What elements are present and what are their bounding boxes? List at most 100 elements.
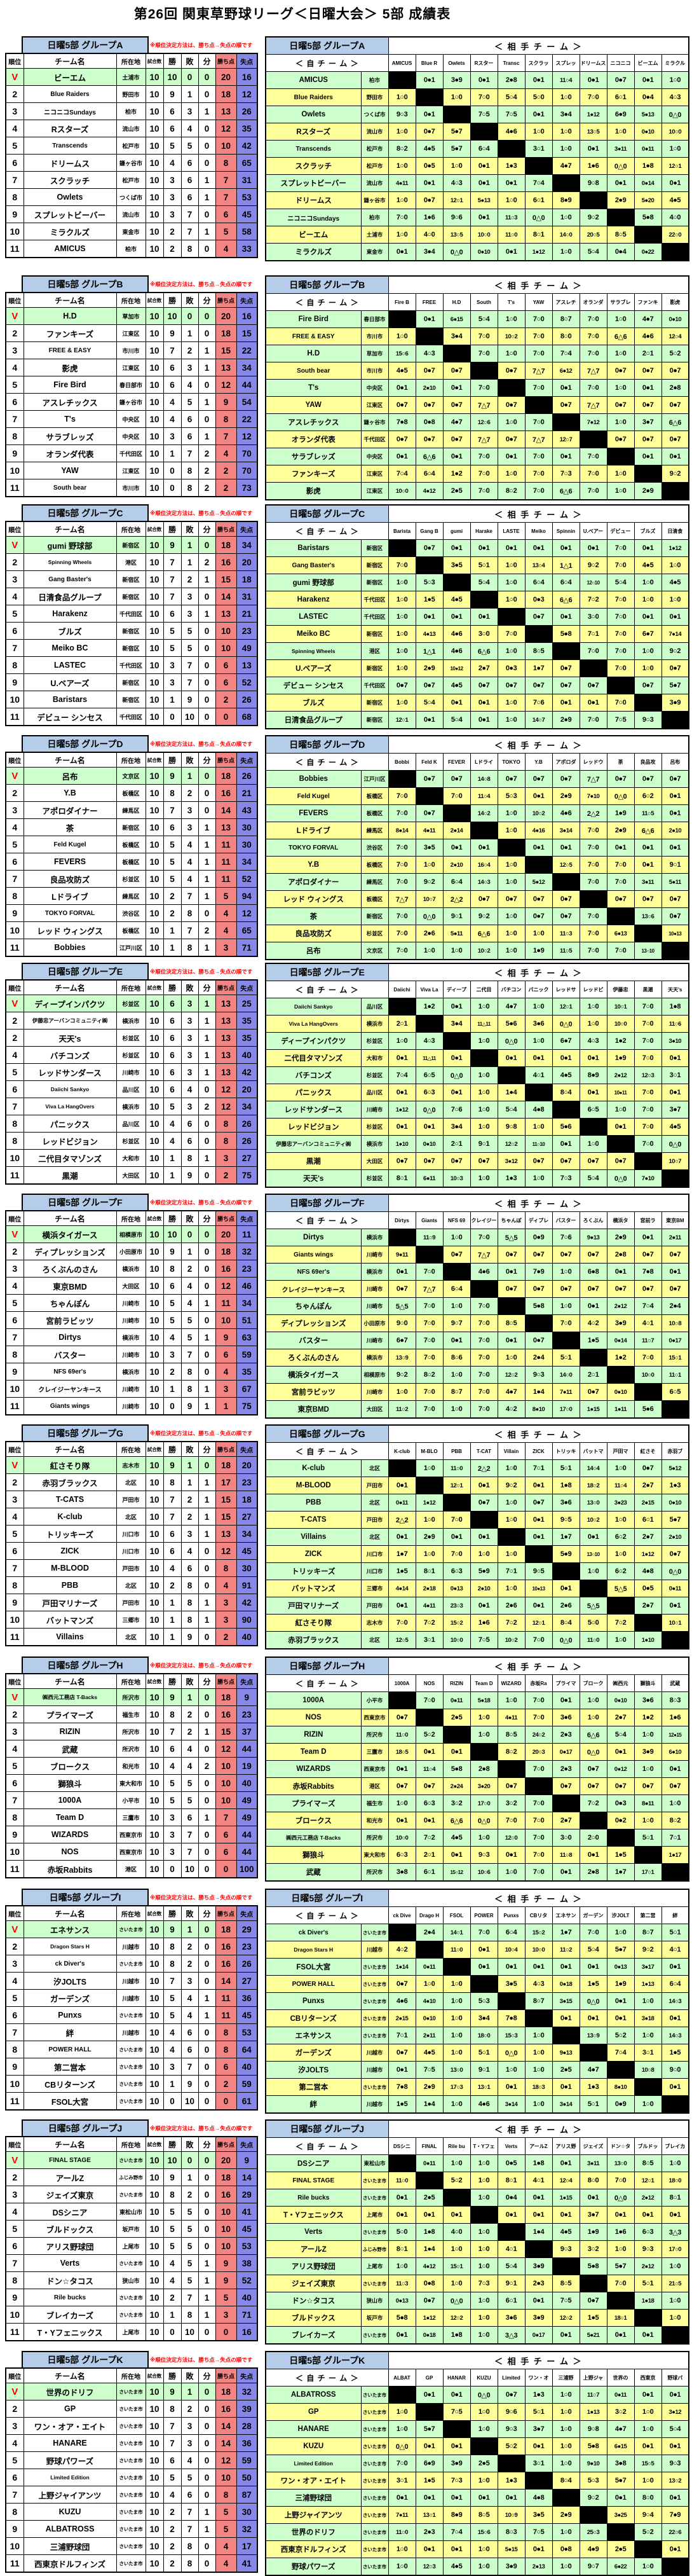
standings-row: 5 ブロークス 和光市 10 4 4 2 10 19 xyxy=(5,1757,258,1775)
matrix-row: Dragon Stars H 川越市 4○2 11○0 0●1 10○4 10○0 11○2 5… xyxy=(265,1941,689,1959)
runs-against-cell: 44 xyxy=(236,1843,258,1861)
standings-header-cell: 試合数 xyxy=(145,752,164,768)
standings-header-cell: 分 xyxy=(198,1905,216,1921)
matrix-score-cell: 12○5 xyxy=(552,856,580,874)
matrix-score-cell: 0●1 xyxy=(388,1263,416,1281)
stat-cell: 1 xyxy=(163,939,182,957)
matrix-col-header: ディープ xyxy=(442,981,471,998)
stat-cell: 0 xyxy=(180,2151,199,2169)
matrix-team-cell: AMICUS xyxy=(265,71,362,89)
matrix-score-cell: 0●7 xyxy=(388,1280,416,1298)
matrix-score-cell: 4●12 xyxy=(415,482,444,500)
stat-cell: 10 xyxy=(145,1774,164,1792)
matrix-score-cell: 4●5 xyxy=(442,2558,471,2576)
city-cell: 坂戸市 xyxy=(116,2220,146,2238)
standings-row: 4 バチコンズ 杉並区 10 6 3 1 13 40 xyxy=(5,1046,258,1064)
matrix-score-cell: 1○0 xyxy=(497,642,526,660)
points-cell: 15 xyxy=(215,1723,237,1740)
matrix-score-cell: 1○0 xyxy=(470,1169,498,1188)
matrix-score-cell: 4●11 xyxy=(497,1709,526,1726)
standings-row: 3 ワン・オア・エイト さいたま市 10 7 3 0 14 28 xyxy=(5,2417,258,2435)
matrix-row: 天天's 杉並区 8○1 6●11 10○3 1○0 1●3 1○0 7○3 5○4 0△0 7●10 xyxy=(265,1169,689,1188)
stat-cell: 6 xyxy=(163,1029,182,1047)
matrix-score-cell: 7○0 xyxy=(579,379,607,397)
city-cell: 相模原市 xyxy=(116,1225,146,1243)
standings-header-cell: 試合数 xyxy=(145,292,164,308)
stat-cell: 10 xyxy=(145,1576,164,1594)
matrix-city-cell: 新宿区 xyxy=(360,539,389,557)
matrix-score-cell: 7○4 xyxy=(606,2044,635,2062)
runs-against-cell: 27 xyxy=(236,1508,258,1526)
points-cell: 18 xyxy=(215,1688,237,1706)
matrix-city-cell: さいたま市 xyxy=(360,2275,389,2292)
matrix-score-cell: 2●5 xyxy=(442,1709,471,1726)
matrix-score-cell: 11○9 xyxy=(415,1229,444,1246)
matrix-score-cell: 20○3 xyxy=(524,1743,553,1761)
team-name-cell: Owlets xyxy=(23,188,117,206)
matrix-row: Blue Raiders 野田市 1○0 1○0 7○0 5○4 5○0 1○0 7○0 6○1 0… xyxy=(265,88,689,106)
stat-cell: 0 xyxy=(198,205,216,223)
matrix-team-cell: アスレチックス xyxy=(265,413,362,431)
matrix-score-cell: 3●9 xyxy=(497,2558,526,2576)
matrix-col-header: WIZARD xyxy=(497,1674,526,1692)
matrix-score-cell: 9○1 xyxy=(661,856,689,874)
matrix-score-cell: 7●8 xyxy=(634,1263,662,1281)
matrix-score-cell: 3●7 xyxy=(634,413,662,431)
city-cell: 川越市 xyxy=(116,1989,146,2007)
runs-against-cell: 20 xyxy=(236,1080,258,1098)
rank-cell: 3 xyxy=(5,801,24,819)
matrix-col-header: ジェイズ xyxy=(579,2137,607,2155)
standings-header-cell: 所在地 xyxy=(116,979,146,995)
matrix-team-cell: ガーデンズ xyxy=(265,2044,362,2062)
matrix-score-cell: 0●1 xyxy=(415,2437,444,2455)
matrix-score-cell: 0●1 xyxy=(415,1743,444,1761)
matrix-score-cell: 12○1 xyxy=(552,998,580,1016)
team-name-cell: Daiichi Sankyo xyxy=(23,1080,117,1098)
matrix-score-cell: 7○5 xyxy=(497,106,526,123)
rank-cell: 8 xyxy=(5,188,24,206)
rank-cell: V xyxy=(5,536,24,554)
stat-cell: 0 xyxy=(198,2323,216,2341)
stat-cell: 2 xyxy=(180,1955,199,1973)
matrix-score-cell: 2●10 xyxy=(661,1528,689,1546)
stat-cell: 10 xyxy=(145,639,164,657)
matrix-score-cell: 1○0 xyxy=(442,1400,471,1419)
standings-panel: 日曜5部 グループH ※順位決定方法は、勝ち点→失点の順です 順位 チーム名 所在地 試合… xyxy=(5,1656,258,1878)
group-title-bar: 日曜5部 グループG xyxy=(22,1424,149,1442)
runs-against-cell: 45 xyxy=(236,2220,258,2238)
stat-cell: 10 xyxy=(145,444,164,462)
ranking-rule-note: ※順位決定方法は、勝ち点→失点の順です xyxy=(150,1199,253,1206)
matrix-score-cell: 12○1 xyxy=(634,2172,662,2189)
matrix-score-cell: 0△0 xyxy=(606,1169,635,1188)
matrix-col-header: ドリームス xyxy=(579,54,607,72)
standings-header-row: 順位 チーム名 所在地 試合数勝敗分勝ち点 失点 xyxy=(5,521,258,537)
standings-header-cell: 勝 xyxy=(163,521,182,537)
matrix-score-cell: 0●1 xyxy=(388,2189,416,2207)
matrix-score-cell: 4○3 xyxy=(442,174,471,192)
matrix-diagonal-cell xyxy=(442,1263,471,1281)
points-cell: 3 xyxy=(215,1380,237,1398)
matrix-score-cell: 0●1 xyxy=(661,2489,689,2507)
matrix-city-cell: 草加市 xyxy=(360,345,389,362)
stat-cell: 1 xyxy=(180,324,199,342)
opponent-header: ＜ 相 手 チ ー ム ＞ xyxy=(388,1424,689,1443)
standings-row: 11 AMICUS 柏市 10 2 8 0 4 33 xyxy=(5,240,258,258)
points-cell: 14 xyxy=(215,2434,237,2452)
matrix-score-cell: 11○0 xyxy=(579,1631,607,1650)
matrix-score-cell: 10●12 xyxy=(442,659,471,677)
stat-cell: 10 xyxy=(145,137,164,155)
standings-row: 4 K-club 北区 10 7 2 1 15 27 xyxy=(5,1508,258,1526)
matrix-score-cell: 0●4 xyxy=(634,88,662,106)
matrix-score-cell: 11○4 xyxy=(606,1477,635,1494)
matrix-score-cell: 4●5 xyxy=(661,1118,689,1136)
matrix-title-row: 日曜5部 グループH ＜ 相 手 チ ー ム ＞ xyxy=(265,1656,689,1675)
runs-against-cell: 28 xyxy=(236,2417,258,2435)
matrix-score-cell: 12○10 xyxy=(579,574,607,591)
matrix-score-cell: 5○4 xyxy=(415,694,444,712)
standings-row: 5 ブルドックス 坂戸市 10 5 5 0 10 45 xyxy=(5,2220,258,2238)
matrix-score-cell: 0●3 xyxy=(606,1794,635,1812)
city-cell: 新宿区 xyxy=(116,570,146,588)
city-cell: 西東京市 xyxy=(116,1826,146,1843)
stat-cell: 0 xyxy=(198,154,216,172)
matrix-team-cell: ディプレッションズ xyxy=(265,1314,362,1332)
